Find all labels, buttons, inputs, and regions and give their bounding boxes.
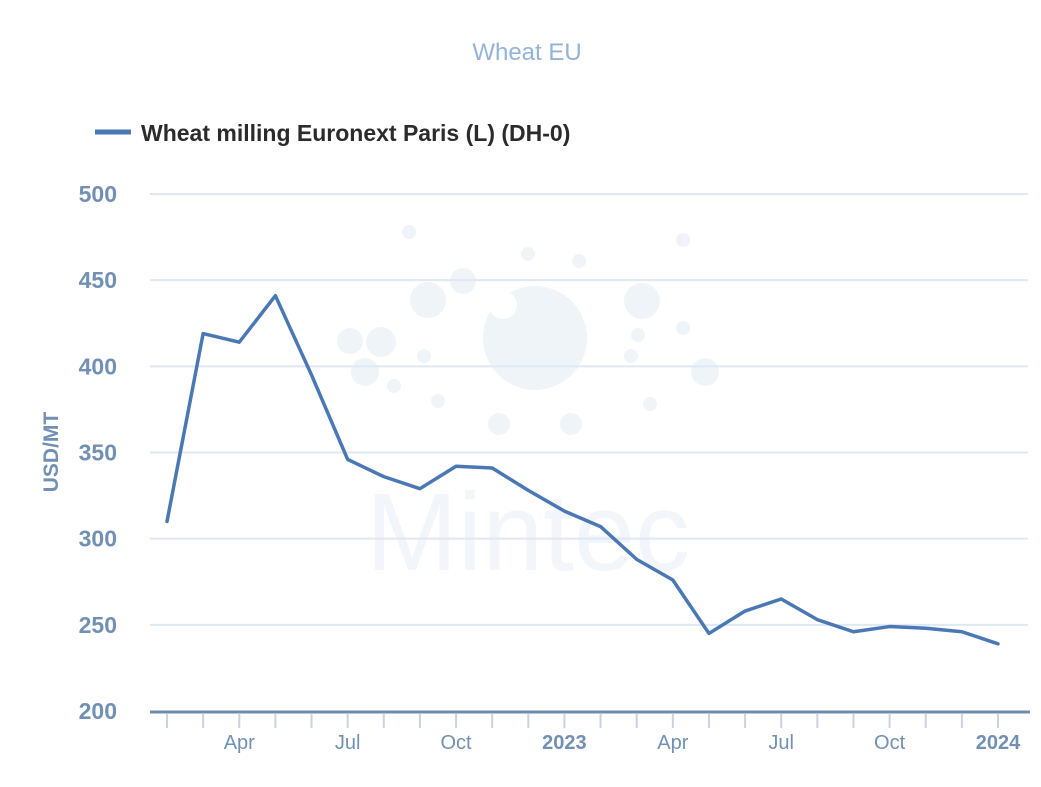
- x-tick-label: Jul: [768, 732, 794, 754]
- y-tick-label: 350: [79, 440, 117, 466]
- x-tick-label: Apr: [224, 732, 255, 754]
- x-tick-label: Jul: [335, 732, 361, 754]
- x-tick-label: 2023: [542, 732, 587, 754]
- chart-title: Wheat EU: [472, 39, 581, 66]
- y-tick-label: 300: [79, 526, 117, 552]
- legend-item[interactable]: Wheat milling Euronext Paris (L) (DH-0): [95, 120, 570, 146]
- x-tick-label: 2024: [976, 732, 1021, 754]
- y-tick-label: 500: [79, 181, 117, 207]
- y-axis-label: USD/MT: [40, 412, 63, 493]
- y-tick-label: 200: [79, 698, 117, 724]
- y-tick-label: 450: [79, 267, 117, 293]
- legend-label: Wheat milling Euronext Paris (L) (DH-0): [141, 120, 570, 146]
- y-tick-label: 250: [79, 612, 117, 638]
- series-line: [165, 293, 1000, 646]
- x-tick-label: Apr: [657, 732, 688, 754]
- x-tick-label: Oct: [874, 732, 906, 754]
- y-tick-label: 400: [79, 353, 117, 379]
- x-tick-label: Oct: [440, 732, 472, 754]
